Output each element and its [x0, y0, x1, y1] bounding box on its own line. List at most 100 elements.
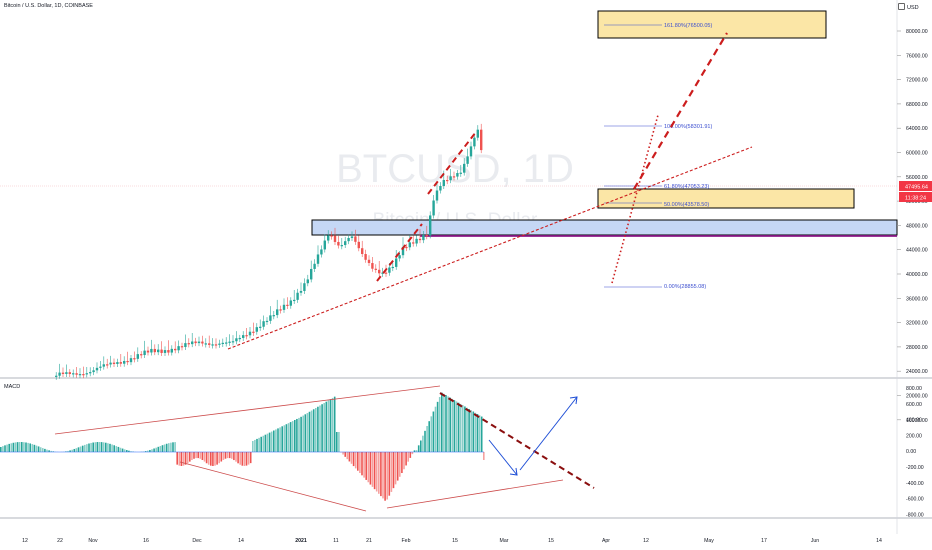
macd-bar [424, 430, 426, 452]
macd-bar [359, 452, 361, 474]
time-tick-label: 15 [548, 538, 554, 544]
candle-body [279, 309, 282, 311]
macd-trend-falling[interactable] [439, 392, 595, 489]
candle-body [116, 362, 119, 364]
candle-body [320, 249, 323, 255]
fib-target-zone[interactable] [597, 10, 827, 39]
macd-bar [214, 452, 216, 466]
time-tick-label: 15 [452, 538, 458, 544]
candle-body [112, 362, 116, 364]
candle-body [208, 343, 211, 345]
candle-body [204, 343, 207, 345]
macd-bar [98, 442, 101, 452]
channel-line-lower[interactable] [376, 223, 423, 282]
macd-divergence-lower[interactable] [179, 461, 367, 512]
macd-bar [451, 398, 454, 452]
macd-bar [369, 452, 372, 485]
candle-body [126, 360, 129, 363]
symbol-title[interactable]: Bitcoin / U.S. Dollar, 1D, COINBASE [4, 3, 93, 9]
candle-body [408, 242, 411, 248]
candle-body [231, 341, 235, 343]
candle-body [289, 300, 292, 306]
candle-body [296, 292, 299, 300]
macd-bar [151, 449, 153, 452]
candle-body [78, 374, 82, 376]
candle-body [286, 304, 289, 306]
candle-body [367, 259, 371, 264]
macd-tick-label: -400.00 [906, 481, 924, 487]
candle-body [102, 364, 105, 367]
macd-bar [333, 396, 336, 452]
macd-bar [420, 440, 422, 452]
macd-bar [231, 452, 233, 459]
macd-bar [480, 416, 483, 452]
macd-bar [449, 397, 451, 452]
macd-bar [180, 452, 183, 466]
macd-bar [256, 438, 258, 452]
macd-bar [380, 452, 382, 497]
channel-line-upper[interactable] [427, 131, 477, 195]
macd-bar [117, 446, 120, 452]
candle-body [347, 237, 350, 242]
macd-bar [44, 448, 46, 452]
macd-bar [121, 448, 124, 452]
candle-body [456, 173, 459, 177]
macd-bar [277, 428, 279, 452]
macd-bar [172, 442, 174, 452]
macd-bar [224, 452, 227, 459]
macd-bar [417, 445, 420, 452]
macd-bar [77, 447, 80, 452]
candle-body [95, 367, 99, 371]
macd-bar [96, 442, 99, 452]
macd-bar [438, 397, 441, 452]
macd-bar [33, 444, 36, 452]
macd-bar [407, 452, 409, 462]
currency-label[interactable]: USD [898, 3, 919, 11]
candle-body [388, 267, 391, 273]
arrow-down-leg[interactable] [488, 439, 518, 476]
projection-dotted-line[interactable] [611, 114, 659, 284]
price-tick-label: 48000.00 [906, 223, 928, 229]
candle-body [136, 354, 139, 359]
macd-bar [130, 451, 132, 452]
macd-trend-rising[interactable] [386, 479, 564, 509]
candle-body [109, 362, 112, 365]
candle-body [418, 238, 422, 241]
candle-body [435, 190, 439, 201]
macd-bar [8, 443, 10, 452]
macd-bar [459, 403, 462, 452]
candle-body [299, 290, 303, 293]
candle-body [459, 172, 462, 174]
fib-label-161: 161.80%(76500.05) [664, 23, 712, 29]
fib-label-50: 50.00%(43578.50) [664, 202, 709, 208]
macd-label[interactable]: MACD [4, 384, 20, 390]
macd-bar [403, 452, 405, 470]
arrow-down-head-icon [509, 467, 518, 476]
macd-bar [237, 452, 239, 464]
macd-bar [153, 448, 155, 452]
arrow-up-leg[interactable] [519, 396, 578, 471]
time-tick-label: 22 [57, 538, 63, 544]
price-axis[interactable]: 80000.00 76000.00 72000.00 68000.00 64000.00… [897, 29, 928, 424]
macd-bar [92, 442, 94, 452]
macd-divergence-upper[interactable] [54, 385, 441, 435]
macd-bar [302, 415, 304, 452]
candle-body [422, 235, 425, 241]
candle-body [439, 186, 442, 191]
candle-body [330, 235, 333, 237]
macd-bar [306, 413, 309, 452]
macd-bar [111, 444, 113, 452]
time-axis[interactable]: 12 22 Nov 16 Dec 14 2021 11 21 Feb 15 Mar 15 Apr 12 May… [22, 538, 882, 544]
macd-bar [354, 452, 357, 469]
macd-bar [321, 404, 323, 452]
macd-bar [308, 411, 311, 452]
resistance-zone[interactable] [311, 219, 898, 236]
macd-bar [119, 447, 122, 452]
projection-dashed-line[interactable] [633, 32, 728, 190]
candle-body [401, 246, 405, 256]
macd-bar [205, 452, 208, 464]
ascending-trendline[interactable] [227, 146, 753, 350]
macd-axis[interactable]: 800.00 600.00 400.00 200.00 0.00 -200.00 -400.… [906, 386, 924, 518]
macd-bar [399, 452, 401, 477]
